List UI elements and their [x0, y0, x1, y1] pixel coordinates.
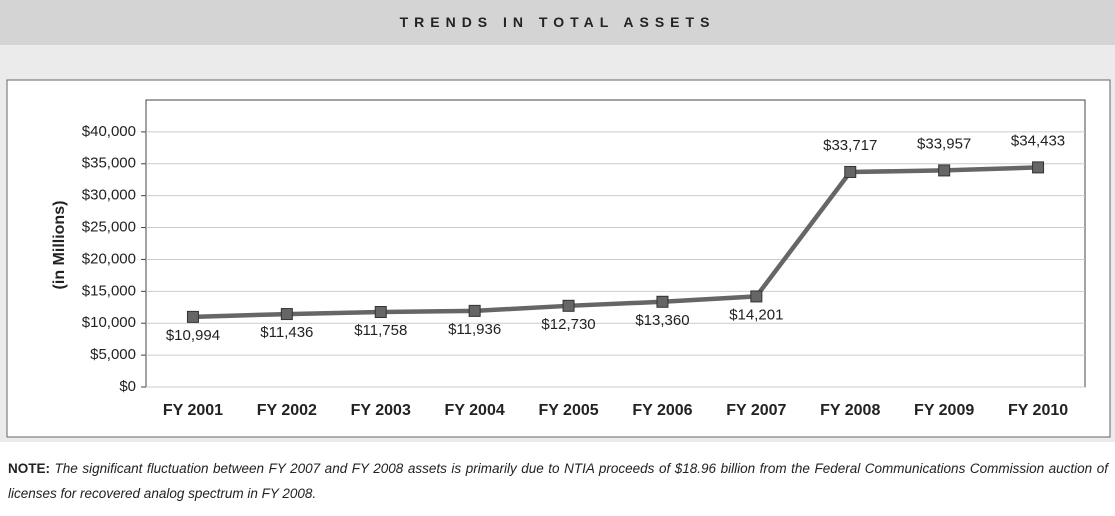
y-tick-label: $35,000: [82, 155, 136, 172]
data-label: $11,436: [260, 324, 313, 341]
y-tick-label: $20,000: [82, 250, 136, 267]
x-tick-label: FY 2007: [726, 402, 786, 419]
x-tick-label: FY 2008: [820, 402, 880, 419]
x-tick-label: FY 2003: [351, 402, 411, 419]
data-label: $11,758: [354, 322, 407, 339]
data-point: [280, 308, 293, 321]
data-label: $33,717: [823, 137, 877, 154]
y-tick-label: $5,000: [90, 346, 136, 363]
x-tick-label: FY 2005: [538, 402, 598, 419]
x-tick-label: FY 2001: [163, 402, 223, 419]
y-axis-label: (in Millions): [51, 201, 68, 290]
x-tick-label: FY 2006: [632, 402, 692, 419]
data-point: [562, 299, 575, 312]
data-point: [844, 165, 857, 178]
data-line: [192, 165, 1039, 320]
data-point: [750, 290, 763, 303]
chart-frame: [6, 79, 1111, 438]
chart-title: TRENDS IN TOTAL ASSETS: [0, 0, 1115, 45]
y-tick-label: $10,000: [82, 314, 136, 331]
data-label: $34,433: [1011, 132, 1065, 149]
note: NOTE: The significant fluctuation betwee…: [8, 456, 1108, 506]
data-point: [1032, 161, 1045, 174]
data-label: $11,936: [448, 321, 501, 338]
x-tick-label: FY 2002: [257, 402, 317, 419]
x-tick-label: FY 2004: [445, 402, 505, 419]
data-label: $33,957: [917, 135, 971, 152]
y-tick-label: $0: [119, 378, 136, 395]
note-text: The significant fluctuation between FY 2…: [8, 461, 1108, 501]
y-tick-label: $15,000: [82, 282, 136, 299]
chart: (in Millions) $0 $5,000 $10,000 $15,000 $20,…: [6, 79, 1111, 438]
data-label: $14,201: [729, 306, 783, 323]
note-label: NOTE:: [8, 461, 50, 476]
data-point: [186, 310, 199, 323]
x-tick-label: FY 2010: [1008, 402, 1068, 419]
data-point: [468, 304, 481, 317]
data-point: [656, 295, 669, 308]
data-label: $13,360: [635, 312, 689, 329]
x-tick-label: FY 2009: [914, 402, 974, 419]
y-tick-label: $30,000: [82, 187, 136, 204]
data-point: [374, 306, 387, 319]
y-tick-label: $25,000: [82, 219, 136, 236]
y-tick-label: $40,000: [82, 123, 136, 140]
data-point: [938, 164, 951, 177]
data-label: $12,730: [541, 316, 595, 333]
data-label: $10,994: [166, 327, 220, 344]
